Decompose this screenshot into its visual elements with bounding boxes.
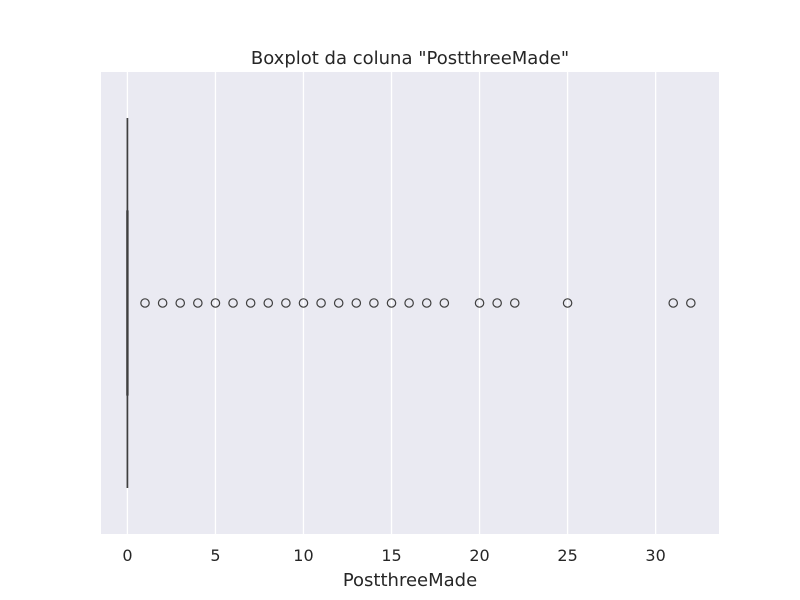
outlier-point-12 <box>333 298 344 308</box>
outlier-point-31 <box>668 298 679 308</box>
outlier-point-15 <box>386 298 397 308</box>
x-axis-label: PostthreeMade <box>343 570 477 591</box>
outlier-point-11 <box>316 298 326 308</box>
outlier-point-5 <box>210 298 221 308</box>
x-tick-label-25: 25 <box>557 546 577 565</box>
outlier-point-8 <box>263 298 274 308</box>
plot-area <box>101 72 719 534</box>
box-group <box>126 118 129 488</box>
outlier-point-25 <box>562 298 573 308</box>
outlier-point-22 <box>509 298 520 308</box>
outlier-point-14 <box>369 298 379 308</box>
chart-title: Boxplot da coluna "PostthreeMade" <box>251 48 569 69</box>
x-tick-label-0: 0 <box>122 546 132 565</box>
outlier-point-2 <box>157 298 168 308</box>
outlier-point-20 <box>474 298 485 308</box>
outlier-point-13 <box>351 298 362 308</box>
x-tick-label-15: 15 <box>381 546 401 565</box>
outlier-point-1 <box>140 298 150 308</box>
x-ticks: 0 5 10 15 20 25 30 <box>122 546 665 565</box>
outlier-points <box>140 298 696 308</box>
x-tick-label-20: 20 <box>469 546 489 565</box>
x-tick-label-10: 10 <box>293 546 313 565</box>
outlier-point-4 <box>193 298 203 308</box>
outlier-point-21 <box>492 298 502 308</box>
outlier-point-17 <box>421 298 432 308</box>
outlier-point-16 <box>404 298 414 308</box>
outlier-point-18 <box>439 298 450 308</box>
x-tick-label-30: 30 <box>645 546 665 565</box>
outlier-point-10 <box>298 298 309 308</box>
outlier-point-32 <box>686 298 696 308</box>
outlier-point-6 <box>228 298 238 308</box>
outlier-point-7 <box>245 298 256 308</box>
x-tick-label-5: 5 <box>210 546 220 565</box>
outlier-point-9 <box>281 298 291 308</box>
outlier-point-3 <box>175 298 186 308</box>
